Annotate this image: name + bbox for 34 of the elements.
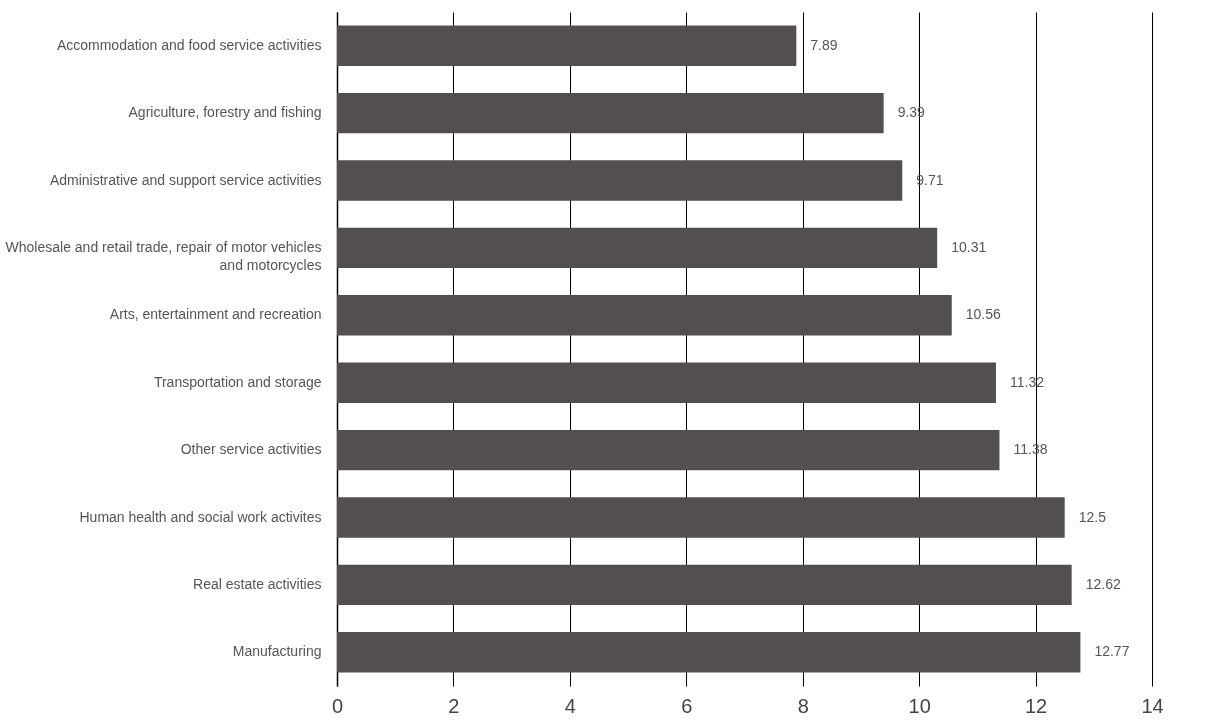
bar <box>337 295 952 336</box>
y-tick-label: Administrative and support service activities <box>49 171 322 188</box>
data-label: 10.56 <box>965 306 1001 323</box>
y-tick-label: Agriculture, forestry and fishing <box>128 104 322 121</box>
x-tick-label: 6 <box>681 694 693 717</box>
data-label: 12.5 <box>1078 508 1107 525</box>
data-label: 12.77 <box>1094 643 1130 660</box>
y-tick-label: Manufacturing <box>232 643 322 660</box>
y-tick-label: Human health and social work activites <box>79 508 322 525</box>
data-label: 7.89 <box>810 36 838 53</box>
bar <box>337 160 903 201</box>
bar <box>337 362 996 403</box>
y-tick-label: Other service activities <box>180 441 322 458</box>
x-tick-label: 2 <box>448 694 460 717</box>
y-tick-label: Real estate activities <box>193 575 322 592</box>
x-tick-label: 8 <box>797 694 809 717</box>
bar <box>337 25 797 66</box>
x-tick-label: 10 <box>908 694 931 717</box>
y-tick-label: Wholesale and retail trade, repair of motor vehicles and motorcycles <box>5 238 322 273</box>
bar <box>337 564 1072 606</box>
bar <box>337 227 938 269</box>
bar <box>337 429 1000 471</box>
bar <box>337 497 1065 538</box>
data-label: 10.31 <box>951 238 987 255</box>
bar <box>337 92 884 134</box>
y-tick-label: Transportation and storage <box>153 373 322 390</box>
bar <box>337 632 1081 673</box>
x-tick-label: 12 <box>1024 694 1048 717</box>
x-tick-label: 4 <box>564 694 576 717</box>
x-tick-label: 0 <box>331 694 344 717</box>
data-label: 12.62 <box>1085 575 1121 592</box>
y-tick-label: Accommodation and food service activities <box>56 36 322 53</box>
x-tick-label: 14 <box>1141 694 1164 717</box>
y-tick-label: Arts, entertainment and recreation <box>109 306 322 323</box>
